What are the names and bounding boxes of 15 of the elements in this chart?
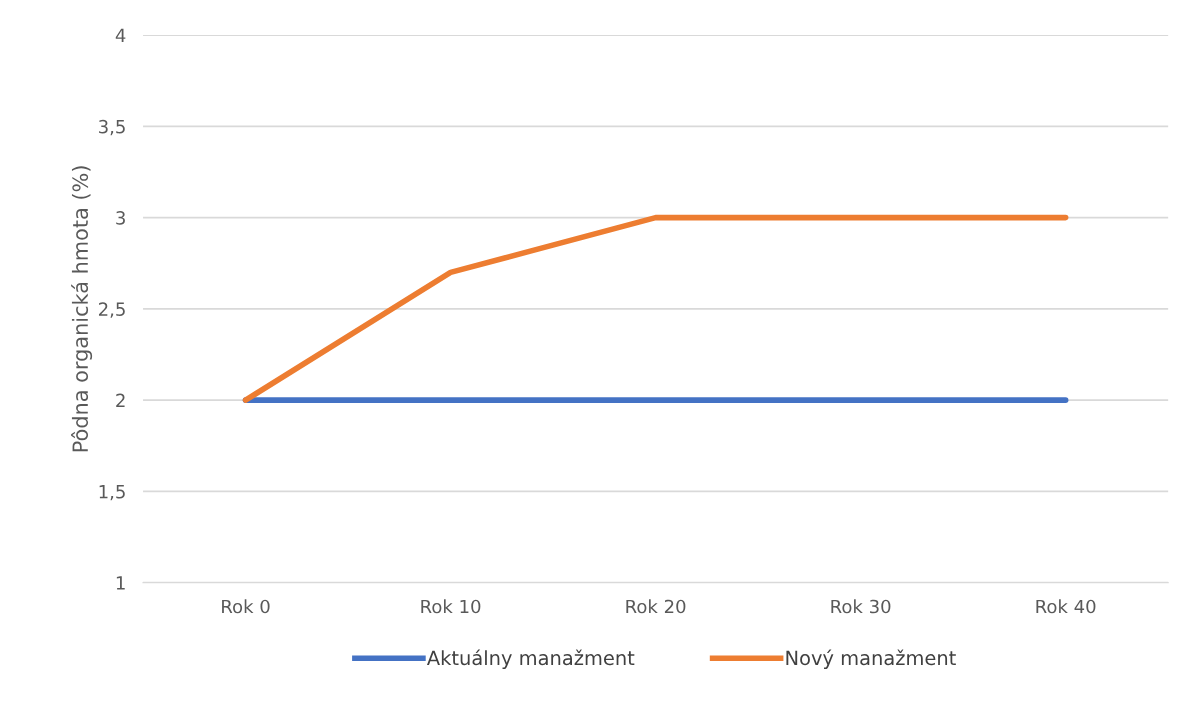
- x-tick-label: Rok 40: [1036, 599, 1096, 614]
- legend-label: Nový manažment: [786, 649, 956, 670]
- y-axis-title: Pôdna organická hmota (%): [71, 166, 93, 452]
- x-tick-label: Rok 0: [222, 599, 270, 614]
- y-tick-label: 1,5: [99, 485, 125, 501]
- y-tick-label: 1: [116, 576, 125, 590]
- y-tick-label: 4: [115, 28, 126, 42]
- y-tick-label: 2,5: [98, 302, 125, 318]
- x-tick-label: Rok 30: [831, 599, 891, 614]
- y-tick-label: 3,5: [99, 119, 125, 136]
- y-tick-label: 2: [116, 393, 125, 407]
- legend-label: Aktuálny manažment: [426, 649, 635, 670]
- y-tick-label: 3: [116, 211, 125, 225]
- x-tick-label: Rok 10: [421, 599, 481, 614]
- x-tick-label: Rok 20: [626, 599, 686, 614]
